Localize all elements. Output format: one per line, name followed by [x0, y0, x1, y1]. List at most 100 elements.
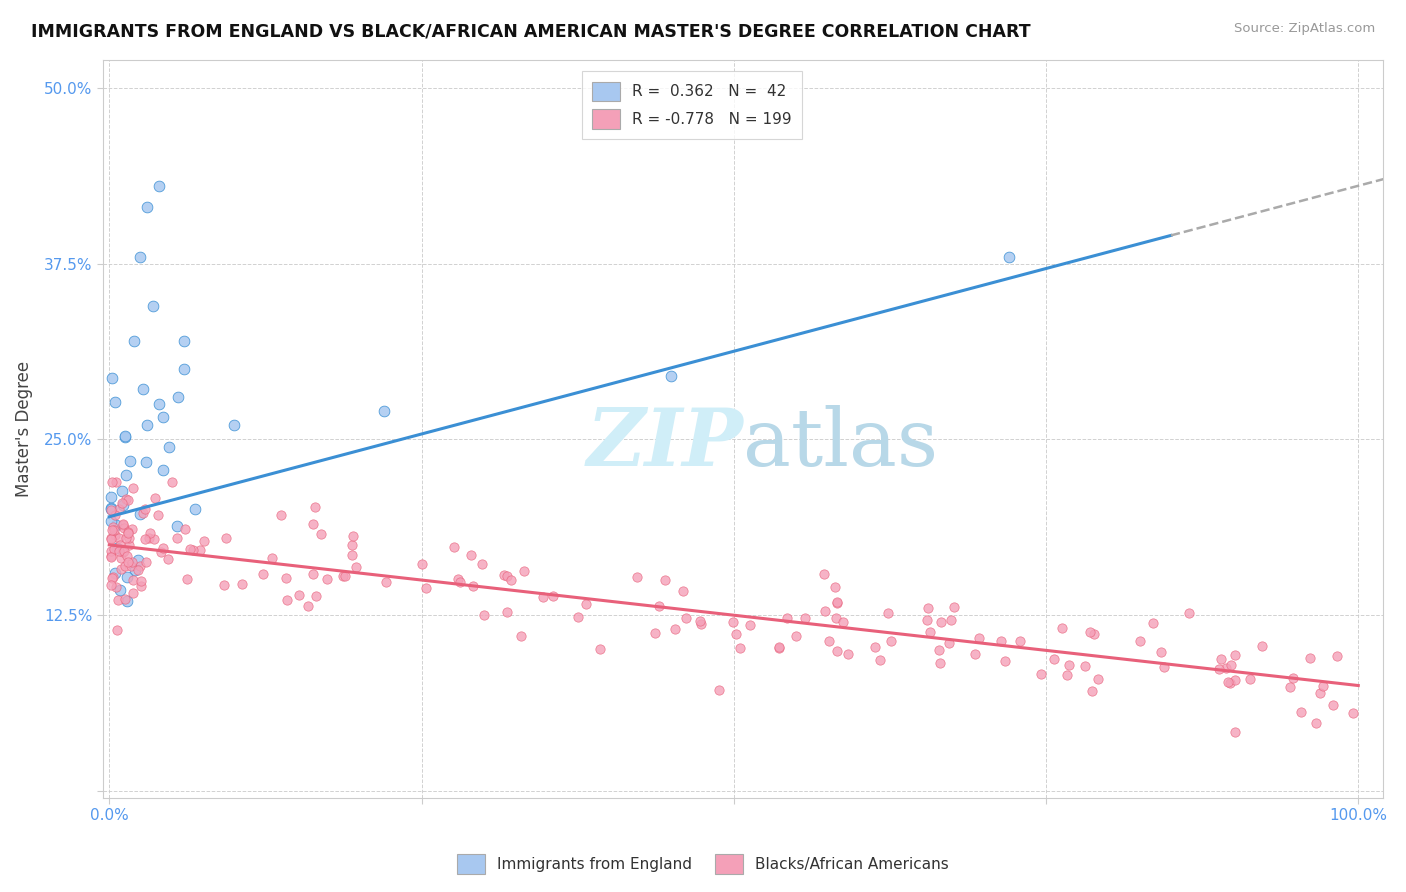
Point — [149, 545, 172, 559]
Point — [824, 611, 846, 625]
Point — [994, 654, 1017, 668]
Point — [160, 475, 183, 489]
Point — [1299, 650, 1322, 665]
Point — [148, 508, 170, 522]
Point — [176, 572, 198, 586]
Point — [287, 588, 309, 602]
Point — [1305, 716, 1327, 731]
Point — [297, 599, 319, 613]
Point — [675, 611, 697, 625]
Point — [121, 555, 143, 569]
Point — [105, 518, 128, 533]
Point — [471, 558, 494, 572]
Point — [157, 552, 180, 566]
Point — [648, 599, 671, 614]
Point — [224, 418, 246, 433]
Point — [814, 604, 837, 618]
Point — [304, 589, 326, 603]
Point — [768, 640, 790, 654]
Point — [768, 641, 790, 656]
Point — [100, 491, 122, 505]
Point — [100, 514, 122, 528]
Point — [725, 627, 748, 641]
Point — [100, 578, 122, 592]
Text: IMMIGRANTS FROM ENGLAND VS BLACK/AFRICAN AMERICAN MASTER'S DEGREE CORRELATION CH: IMMIGRANTS FROM ENGLAND VS BLACK/AFRICAN… — [31, 22, 1031, 40]
Point — [104, 528, 127, 542]
Point — [938, 636, 960, 650]
Point — [135, 555, 157, 569]
Point — [332, 569, 354, 583]
Point — [110, 551, 132, 566]
Point — [100, 502, 122, 516]
Point — [117, 493, 139, 508]
Point — [1223, 673, 1246, 687]
Point — [1209, 652, 1232, 666]
Point — [335, 568, 357, 582]
Point — [108, 544, 131, 558]
Point — [664, 622, 686, 636]
Point — [1343, 706, 1365, 720]
Point — [1073, 659, 1095, 673]
Point — [1309, 686, 1331, 700]
Text: Source: ZipAtlas.com: Source: ZipAtlas.com — [1234, 22, 1375, 36]
Point — [181, 542, 204, 557]
Point — [135, 418, 157, 433]
Point — [689, 617, 711, 632]
Point — [105, 580, 128, 594]
Point — [112, 516, 135, 531]
Point — [115, 570, 138, 584]
Point — [112, 518, 135, 533]
Point — [129, 574, 152, 588]
Point — [831, 615, 853, 629]
Point — [575, 597, 598, 611]
Point — [110, 538, 132, 552]
Point — [659, 369, 682, 384]
Point — [276, 592, 298, 607]
Point — [876, 606, 898, 620]
Point — [174, 522, 197, 536]
Point — [943, 599, 966, 614]
Point — [917, 601, 939, 615]
Point — [114, 559, 136, 574]
Point — [114, 429, 136, 443]
Point — [1178, 606, 1201, 620]
Point — [776, 611, 799, 625]
Point — [122, 573, 145, 587]
Point — [928, 643, 950, 657]
Point — [105, 623, 128, 637]
Point — [301, 517, 323, 532]
Point — [118, 537, 141, 551]
Point — [108, 583, 131, 598]
Point — [134, 501, 156, 516]
Point — [138, 532, 160, 546]
Point — [111, 545, 134, 559]
Point — [1219, 658, 1241, 673]
Point — [1150, 645, 1173, 659]
Point — [100, 549, 122, 564]
Point — [128, 558, 150, 573]
Point — [474, 607, 496, 622]
Point — [1042, 652, 1064, 666]
Point — [152, 409, 174, 424]
Point — [315, 572, 337, 586]
Point — [626, 570, 648, 584]
Point — [1208, 662, 1230, 676]
Point — [1129, 633, 1152, 648]
Point — [827, 596, 849, 610]
Y-axis label: Master's Degree: Master's Degree — [15, 360, 32, 497]
Point — [124, 563, 146, 577]
Point — [135, 455, 157, 469]
Point — [997, 250, 1019, 264]
Point — [342, 529, 364, 543]
Point — [824, 580, 846, 594]
Point — [105, 475, 128, 489]
Point — [1087, 673, 1109, 687]
Point — [112, 521, 135, 535]
Point — [114, 430, 136, 444]
Point — [104, 394, 127, 409]
Point — [127, 553, 149, 567]
Point — [104, 508, 127, 522]
Point — [139, 526, 162, 541]
Point — [738, 618, 761, 632]
Point — [415, 581, 437, 595]
